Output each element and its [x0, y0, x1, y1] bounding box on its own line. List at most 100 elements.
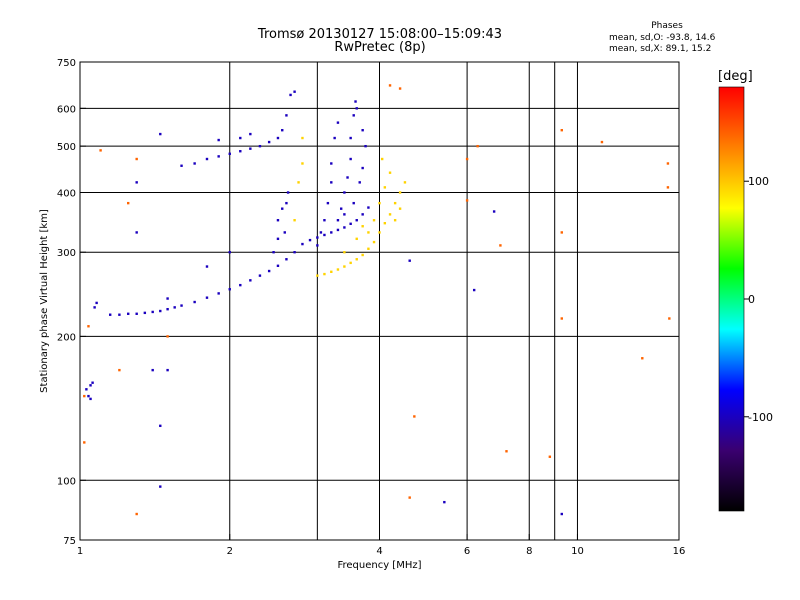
data-point	[85, 388, 88, 391]
data-point	[301, 242, 304, 246]
data-point	[388, 171, 392, 174]
data-point	[378, 231, 381, 234]
data-point	[239, 150, 242, 153]
data-point	[346, 176, 349, 179]
data-point	[361, 225, 364, 228]
data-point	[316, 244, 319, 247]
data-point	[276, 136, 280, 140]
data-point	[228, 288, 231, 291]
data-point	[560, 512, 563, 516]
data-point	[293, 251, 296, 254]
data-point	[354, 100, 357, 103]
data-point	[285, 201, 288, 205]
colorbar-bar	[718, 86, 745, 512]
data-point	[499, 244, 502, 247]
x-tick-label: 16	[673, 546, 686, 557]
data-point	[297, 181, 300, 184]
data-point	[465, 157, 469, 161]
x-tick-label: 4	[376, 546, 382, 557]
data-point	[135, 512, 138, 516]
y-tick-label: 75	[63, 536, 76, 547]
x-tick-label: 2	[227, 546, 233, 557]
data-point	[276, 237, 280, 241]
y-tick-label: 300	[57, 248, 76, 259]
data-point	[367, 247, 370, 250]
data-point	[118, 368, 121, 372]
data-point	[118, 313, 121, 316]
data-point	[285, 258, 288, 261]
data-point	[285, 114, 288, 117]
data-point	[217, 155, 220, 158]
stat-x-mode: mean, sd,X: 89.1, 15.2	[609, 44, 712, 54]
data-point	[228, 152, 231, 155]
phases-label: Phases	[651, 21, 683, 31]
data-point	[339, 207, 343, 210]
data-point	[217, 138, 220, 142]
colorbar-tick-label: -100	[748, 411, 773, 424]
data-point	[383, 186, 387, 189]
data-point	[301, 162, 304, 165]
data-point	[205, 296, 209, 299]
grid-lines	[80, 62, 679, 540]
data-point	[193, 300, 196, 304]
data-point	[193, 162, 196, 165]
data-point	[367, 206, 370, 209]
data-point	[127, 201, 130, 205]
data-point	[166, 297, 169, 300]
data-point	[349, 136, 352, 140]
data-point	[352, 201, 355, 205]
data-point	[355, 237, 358, 241]
data-point	[108, 313, 112, 316]
data-point	[228, 251, 231, 254]
data-point	[333, 136, 336, 140]
data-point	[283, 231, 286, 234]
y-axis-label: Stationary phase Virtual Height [km]	[39, 209, 50, 393]
data-point	[330, 181, 333, 184]
data-point	[89, 397, 92, 401]
data-point	[166, 307, 169, 311]
data-point	[641, 357, 644, 360]
data-point	[289, 93, 292, 97]
chart-subtitle: RwPretec (8p)	[334, 40, 426, 55]
data-point	[143, 311, 147, 315]
data-point	[398, 207, 402, 210]
colorbar-ticks: 100 0 -100	[744, 175, 773, 424]
y-axis-ticks: 75 100 200 300 400 500 600 750	[57, 58, 86, 547]
data-point	[276, 219, 280, 222]
data-point	[372, 219, 376, 222]
chart-title: Tromsø 20130127 15:08:00–15:09:43	[257, 27, 503, 42]
data-point	[326, 201, 330, 205]
data-point	[316, 274, 319, 277]
data-point	[465, 199, 469, 202]
data-point	[600, 140, 604, 144]
data-point	[319, 231, 323, 234]
y-tick-label: 500	[57, 142, 76, 153]
y-tick-label: 400	[57, 188, 76, 199]
data-point	[301, 136, 304, 140]
data-point	[267, 140, 271, 144]
data-point	[330, 231, 333, 234]
data-point	[492, 210, 496, 213]
data-point	[666, 162, 670, 165]
data-point	[388, 84, 392, 87]
x-tick-label: 10	[571, 546, 584, 557]
data-point	[135, 181, 138, 184]
data-point	[378, 201, 381, 205]
data-point	[99, 149, 102, 152]
data-point	[281, 128, 284, 132]
data-point	[343, 251, 346, 254]
data-point	[330, 162, 333, 165]
data-point	[336, 268, 340, 271]
data-point	[668, 317, 671, 320]
data-point	[239, 283, 242, 287]
data-point	[239, 136, 242, 140]
data-point	[403, 181, 407, 184]
data-point	[83, 441, 86, 444]
data-point	[548, 455, 552, 458]
data-point	[413, 415, 416, 418]
data-point	[367, 231, 370, 234]
data-point	[173, 306, 176, 309]
data-point	[87, 394, 90, 398]
data-point	[330, 270, 333, 273]
